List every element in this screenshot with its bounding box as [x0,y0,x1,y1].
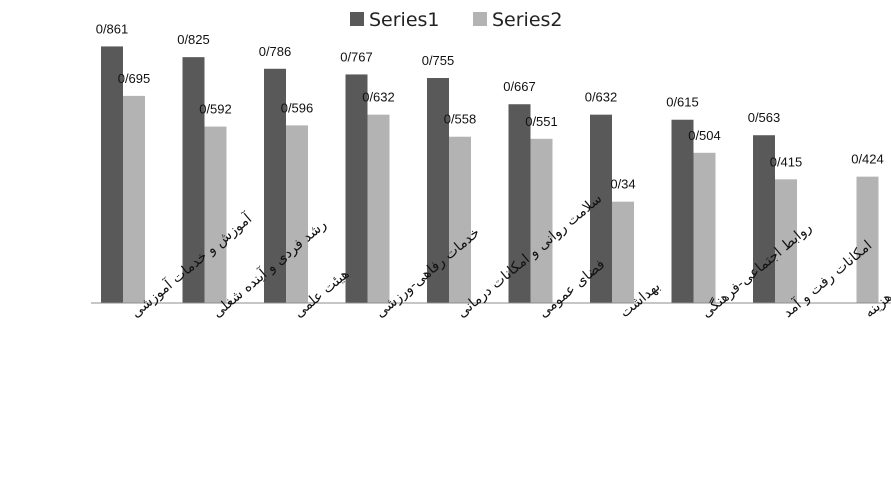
data-label-s2-2: 0/596 [281,100,314,115]
bar-s1-7 [671,119,694,303]
legend-swatch-series1 [350,12,364,26]
legend-swatch-series2 [473,12,487,26]
bar-s1-8 [753,135,775,303]
bar-s2-0 [123,95,145,303]
data-label-s2-0: 0/695 [118,71,151,86]
data-label-s2-5: 0/551 [525,114,558,129]
data-label-s2-8: 0/415 [770,154,803,169]
bar-s2-6 [612,201,634,303]
bar-s2-8 [775,179,797,303]
data-label-s2-7: 0/504 [688,128,721,143]
data-label-s2-1: 0/592 [199,102,232,117]
bar-s1-5 [508,104,531,303]
bar-s1-2 [264,68,286,303]
data-label-s1-8: 0/563 [748,110,781,125]
bar-s2-2 [286,125,308,303]
data-label-s1-4: 0/755 [422,53,455,68]
data-label-s1-2: 0/786 [259,44,292,59]
plot-area: 0/861 0/695 0/825 0/592 0/786 0/596 0/767 0/632… [96,21,884,304]
bar-s2-3 [367,114,390,303]
data-label-s2-9: 0/424 [851,152,884,167]
data-label-s1-3: 0/767 [340,49,373,64]
bar-s2-1 [204,126,227,303]
data-label-s1-1: 0/825 [177,32,210,47]
bar-s2-7 [693,152,716,303]
bar-s2-4 [449,136,471,303]
data-label-s1-6: 0/632 [585,90,618,105]
bar-s1-6 [590,114,612,303]
bar-s2-5 [530,138,553,303]
data-label-s1-0: 0/861 [96,21,129,36]
bar-s1-1 [182,57,205,304]
bar-s1-0 [101,46,123,304]
bar-s1-4 [427,78,449,303]
data-label-s2-4: 0/558 [444,112,477,127]
data-label-s2-6: 0/34 [610,177,635,192]
bar-s2-9 [856,176,879,303]
data-label-s1-7: 0/615 [666,95,699,110]
legend: Series1 Series2 [350,9,563,31]
legend-label-series1: Series1 [369,9,440,31]
bar-s1-3 [345,74,368,304]
legend-label-series2: Series2 [492,9,563,31]
data-label-s1-5: 0/667 [503,79,536,94]
data-label-s2-3: 0/632 [362,90,395,105]
